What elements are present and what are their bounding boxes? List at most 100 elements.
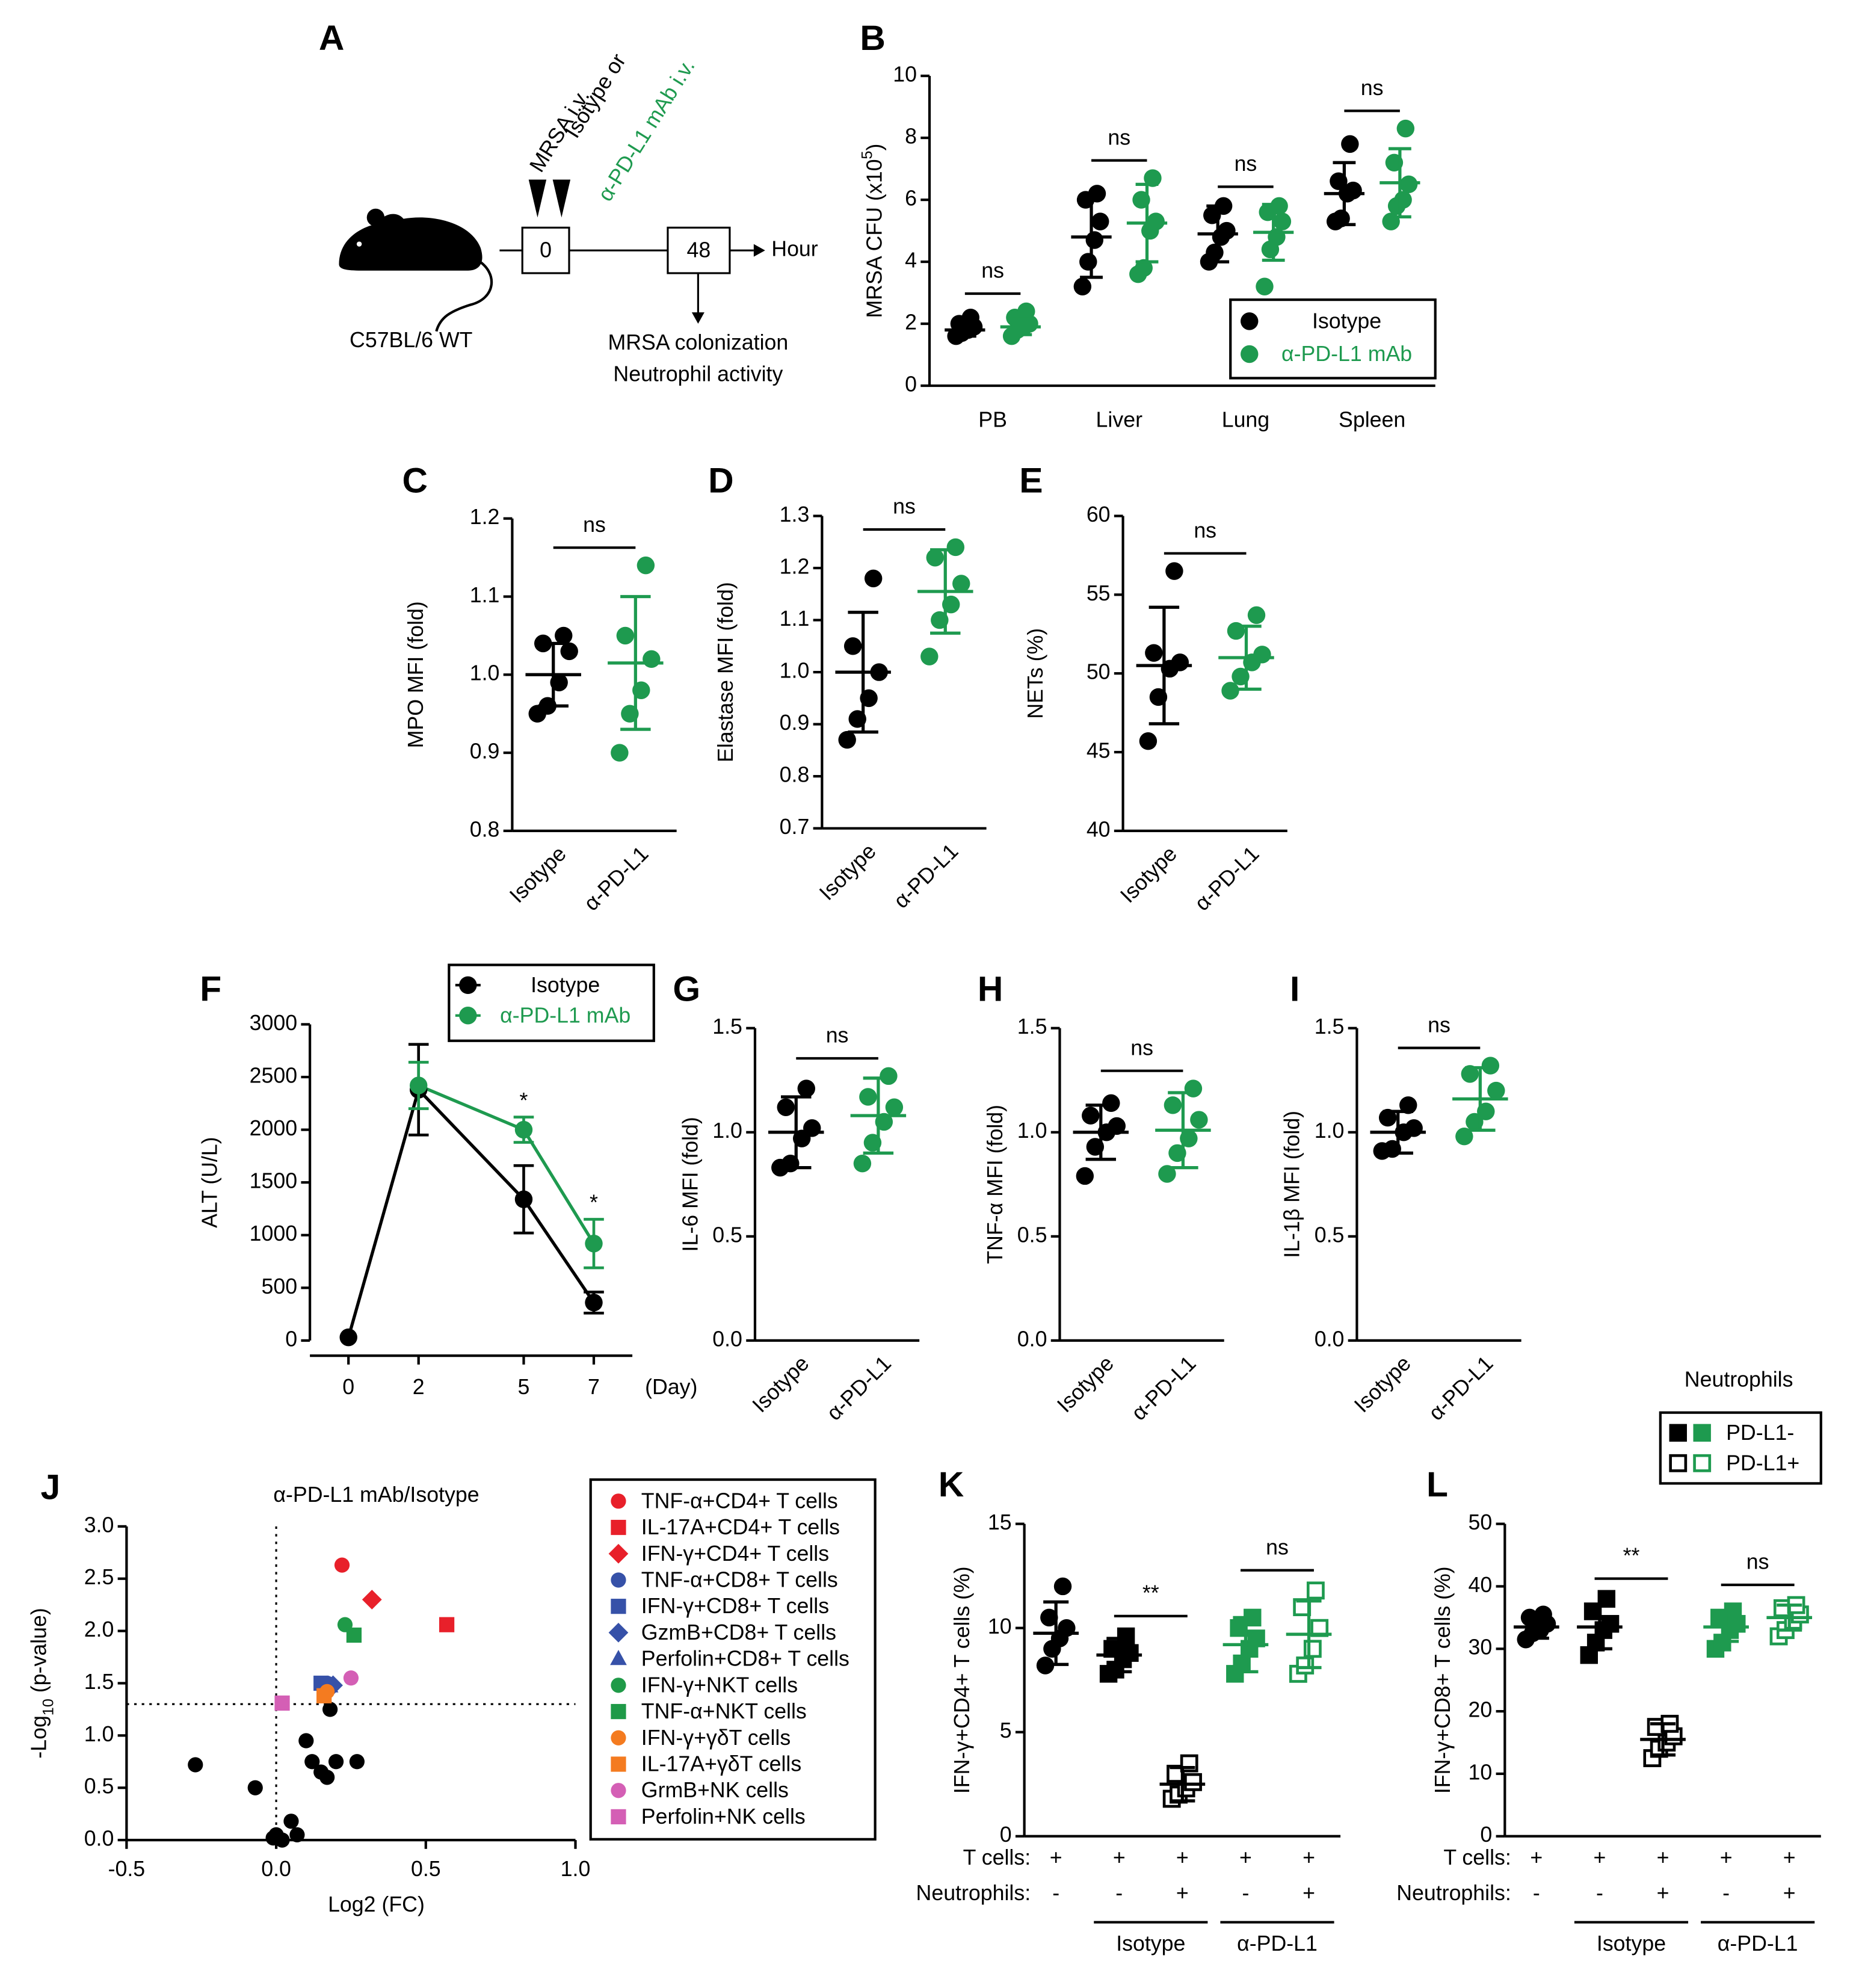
arrow-head bbox=[691, 312, 704, 324]
y-tick-label: 1.5 bbox=[712, 1014, 742, 1039]
y-tick-label: 0.5 bbox=[712, 1223, 742, 1247]
significance-label: ns bbox=[1266, 1535, 1289, 1559]
data-point bbox=[1206, 243, 1224, 262]
y-tick-label: 40 bbox=[1469, 1573, 1493, 1597]
significance-label: ns bbox=[893, 495, 916, 519]
legend-marker bbox=[1693, 1424, 1711, 1442]
data-point bbox=[283, 1814, 299, 1829]
y-tick-label: 1.1 bbox=[470, 583, 500, 607]
y-tick-label: 0.0 bbox=[1017, 1327, 1047, 1351]
data-point bbox=[1073, 277, 1092, 295]
row-sign: + bbox=[1113, 1845, 1126, 1869]
legend-marker bbox=[611, 1678, 626, 1693]
mouse-tail bbox=[435, 259, 493, 332]
data-point bbox=[1017, 302, 1035, 321]
injection-arrow bbox=[528, 179, 547, 218]
y-tick-label: 5 bbox=[1000, 1718, 1012, 1743]
group-label: Isotype bbox=[1597, 1931, 1666, 1956]
data-point bbox=[298, 1733, 314, 1749]
y-tick-label: 20 bbox=[1469, 1698, 1493, 1722]
data-point bbox=[1091, 212, 1109, 230]
legend-label: Perfolin+CD8+ T cells bbox=[641, 1647, 849, 1671]
y-axis-label-part: (p-value) bbox=[27, 1608, 51, 1699]
legend-marker bbox=[1669, 1424, 1687, 1442]
data-point bbox=[643, 650, 661, 668]
y-tick-label: 0.0 bbox=[84, 1827, 114, 1851]
chart-title: α-PD-L1 mAb/Isotype bbox=[273, 1483, 479, 1507]
significance-label: ns bbox=[1130, 1036, 1153, 1060]
x-tick-label: 2 bbox=[413, 1375, 425, 1399]
data-point bbox=[247, 1780, 263, 1795]
y-tick-label: 0 bbox=[905, 372, 917, 396]
row-sign: + bbox=[1176, 1845, 1189, 1869]
significance-label: ns bbox=[1235, 152, 1257, 176]
panel-letter: G bbox=[673, 969, 700, 1008]
significance-label: ns bbox=[1746, 1550, 1769, 1574]
time-label: 0 bbox=[540, 238, 552, 262]
data-point bbox=[859, 1088, 877, 1106]
legend-marker bbox=[611, 1493, 626, 1509]
time-box bbox=[667, 226, 731, 274]
data-point bbox=[1145, 644, 1163, 662]
row-label: T cells: bbox=[963, 1845, 1031, 1869]
data-point bbox=[1394, 191, 1412, 209]
y-tick-label: 30 bbox=[1469, 1635, 1493, 1659]
data-point bbox=[838, 730, 856, 749]
x-tick-label: 1.0 bbox=[561, 1857, 591, 1881]
y-axis-label-part: 5 bbox=[859, 151, 875, 159]
legend-label: α-PD-L1 mAb bbox=[500, 1003, 630, 1027]
data-point bbox=[926, 549, 944, 567]
data-point bbox=[1076, 1167, 1094, 1185]
panel-letter: D bbox=[708, 461, 733, 500]
data-point bbox=[1040, 1608, 1058, 1627]
row-sign: + bbox=[1050, 1845, 1062, 1869]
data-point bbox=[439, 1617, 455, 1632]
legend-marker bbox=[611, 1599, 626, 1614]
readout-label: MRSA colonization bbox=[608, 330, 788, 354]
significance-label: ns bbox=[981, 259, 1004, 283]
y-axis-label: IFN-γ+CD8+ T cells (%) bbox=[1431, 1566, 1455, 1794]
data-point bbox=[797, 1079, 815, 1097]
panel-letter: B bbox=[860, 19, 885, 58]
significance-label: ns bbox=[1361, 76, 1384, 100]
y-tick-label: 8 bbox=[905, 125, 917, 149]
data-point bbox=[920, 647, 939, 665]
row-sign: - bbox=[1722, 1881, 1730, 1905]
significance-label: * bbox=[520, 1088, 528, 1113]
y-tick-label: 1.0 bbox=[84, 1722, 114, 1746]
data-point bbox=[514, 1120, 533, 1139]
legend-box bbox=[1659, 1411, 1822, 1485]
legend-label: IFN-γ+NKT cells bbox=[641, 1673, 798, 1697]
y-tick-label: 40 bbox=[1087, 817, 1111, 841]
data-point bbox=[1085, 231, 1103, 249]
data-point bbox=[343, 1670, 359, 1686]
data-point bbox=[1218, 221, 1236, 240]
group-label: α-PD-L1 bbox=[1718, 1931, 1798, 1956]
y-tick-label: 10 bbox=[988, 1614, 1012, 1638]
time-label: 48 bbox=[687, 238, 711, 262]
data-point bbox=[1164, 1096, 1182, 1114]
data-point bbox=[328, 1754, 344, 1770]
y-tick-label: 6 bbox=[905, 187, 917, 211]
y-tick-label: 1.5 bbox=[84, 1670, 114, 1694]
arrow-head bbox=[753, 244, 765, 257]
y-tick-label: 1.0 bbox=[712, 1119, 742, 1143]
data-point bbox=[1144, 169, 1162, 187]
y-tick-label: 1000 bbox=[250, 1221, 297, 1246]
data-point bbox=[853, 1154, 872, 1173]
legend-marker bbox=[611, 1730, 626, 1746]
data-point bbox=[316, 1688, 332, 1703]
legend-label: Isotype bbox=[1312, 309, 1381, 333]
significance-label: * bbox=[590, 1191, 598, 1215]
y-tick-label: 3000 bbox=[250, 1011, 297, 1035]
y-tick-label: 1.5 bbox=[1315, 1014, 1345, 1039]
panel-letter: J bbox=[40, 1468, 60, 1507]
y-tick-label: 1.0 bbox=[1315, 1119, 1345, 1143]
y-tick-label: 55 bbox=[1087, 581, 1111, 605]
data-point bbox=[1396, 119, 1415, 138]
data-point bbox=[555, 626, 573, 645]
data-point bbox=[274, 1695, 290, 1711]
data-point bbox=[803, 1119, 821, 1137]
data-point bbox=[961, 309, 980, 327]
legend-marker bbox=[611, 1756, 626, 1772]
